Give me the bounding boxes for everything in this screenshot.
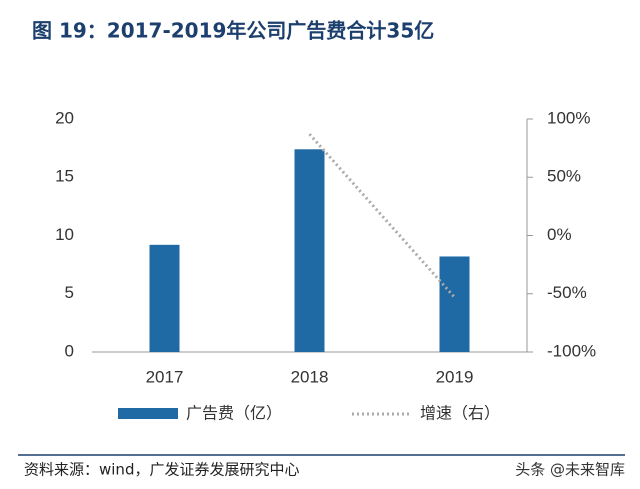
y-tick-label: 10 (55, 225, 74, 244)
x-tick-label: 2017 (146, 367, 184, 386)
x-tick-label: 2018 (291, 367, 329, 386)
watermark: 头条 @未来智库 (515, 461, 625, 479)
y2-tick-label: 100% (547, 108, 590, 127)
legend-swatch (118, 408, 178, 419)
line (308, 133, 456, 299)
legend-label: 增速（右） (420, 404, 500, 423)
y2-tick-label: -100% (547, 341, 596, 360)
bar (439, 256, 470, 352)
y-tick-label: 15 (55, 167, 74, 186)
y2-tick-label: 0% (547, 225, 572, 244)
legend-label: 广告费（亿） (186, 404, 282, 423)
y-tick-label: 0 (65, 341, 74, 360)
title: 图 19：2017-2019年公司广告费合计35亿 (32, 19, 434, 43)
bar (149, 244, 180, 352)
y2-tick-label: -50% (547, 283, 587, 302)
x-tick-label: 2019 (436, 367, 474, 386)
y-tick-label: 5 (65, 283, 74, 302)
source: 资料来源：wind，广发证券发展研究中心 (24, 461, 299, 479)
y2-tick-label: 50% (547, 167, 581, 186)
y-tick-label: 20 (55, 108, 74, 127)
bar (294, 149, 325, 352)
